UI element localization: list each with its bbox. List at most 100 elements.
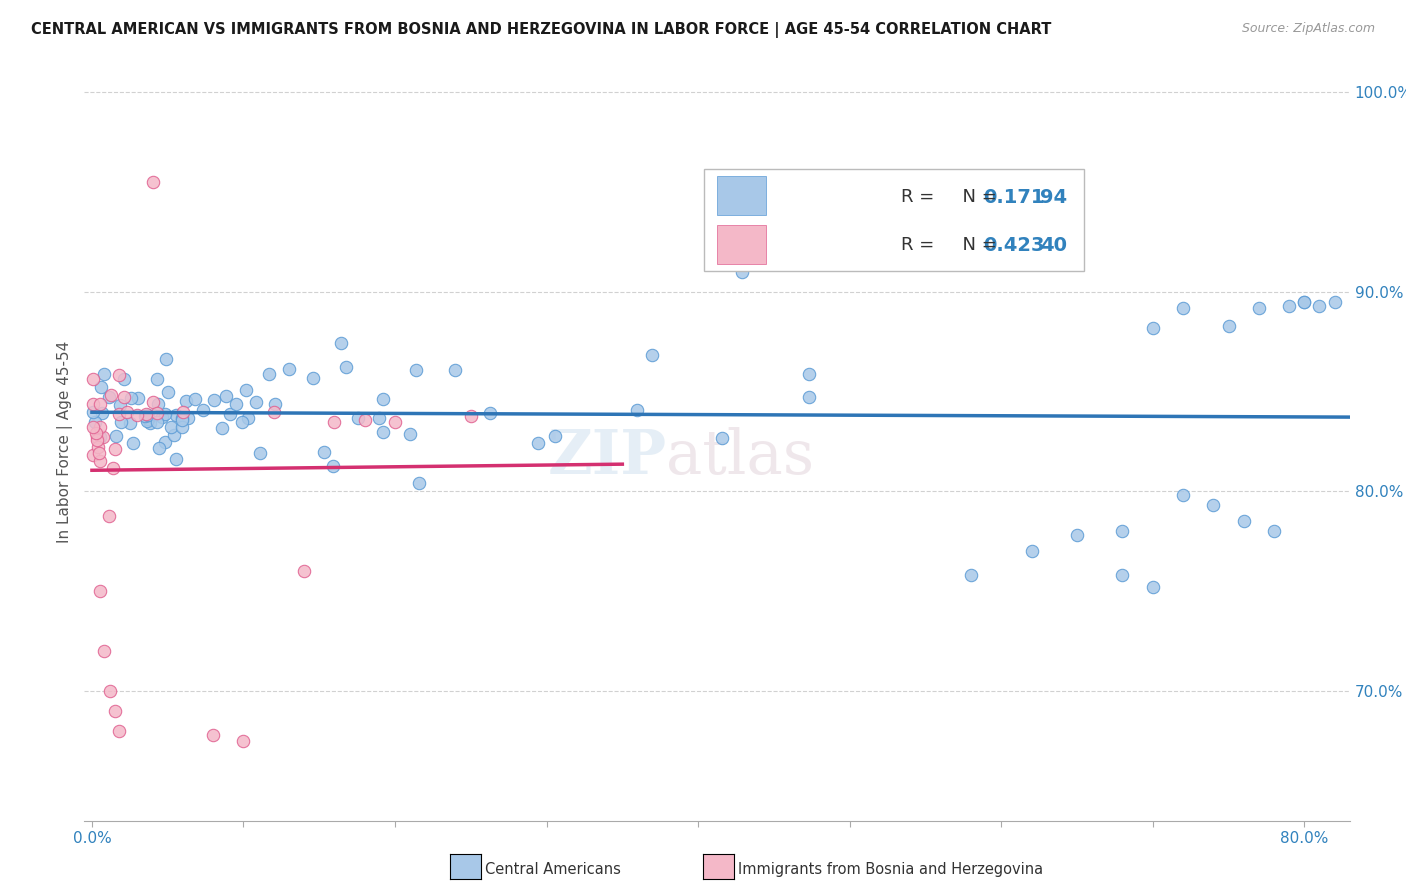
- Point: [543, 429, 565, 443]
- Point: [460, 409, 482, 423]
- Text: atlas: atlas: [666, 426, 814, 487]
- Point: [87, 441, 110, 455]
- Point: [136, 409, 159, 423]
- Point: [105, 428, 128, 442]
- Point: [323, 415, 346, 429]
- Point: [527, 436, 550, 450]
- Point: [1171, 488, 1194, 502]
- Point: [122, 436, 145, 450]
- Point: [82, 420, 104, 434]
- Point: [1111, 568, 1133, 582]
- Point: [641, 347, 664, 361]
- Point: [93, 644, 115, 658]
- Point: [264, 397, 287, 411]
- Point: [135, 407, 157, 421]
- Point: [478, 406, 501, 420]
- Point: [104, 704, 127, 718]
- Point: [263, 404, 285, 418]
- Point: [184, 392, 207, 407]
- Point: [1142, 580, 1164, 594]
- Point: [235, 383, 257, 397]
- Point: [108, 723, 131, 738]
- Text: ZIP: ZIP: [547, 426, 666, 487]
- Point: [93, 367, 115, 381]
- Point: [408, 475, 430, 490]
- Point: [960, 568, 983, 582]
- Point: [170, 419, 193, 434]
- Point: [87, 446, 110, 460]
- Point: [371, 392, 394, 406]
- Point: [127, 408, 149, 422]
- Point: [384, 415, 406, 429]
- Point: [301, 371, 323, 385]
- Point: [139, 416, 162, 430]
- Point: [112, 390, 135, 404]
- Point: [1171, 301, 1194, 315]
- Point: [225, 397, 247, 411]
- Bar: [717, 225, 766, 264]
- Y-axis label: In Labor Force | Age 45-54: In Labor Force | Age 45-54: [58, 341, 73, 542]
- Point: [112, 371, 135, 385]
- Text: 0.171: 0.171: [983, 187, 1045, 207]
- Point: [1294, 294, 1316, 309]
- Text: R =: R =: [901, 188, 939, 206]
- Point: [215, 389, 238, 403]
- Point: [730, 265, 752, 279]
- Point: [82, 405, 104, 419]
- Bar: [717, 176, 766, 215]
- Point: [89, 420, 111, 434]
- Point: [142, 395, 165, 409]
- Point: [1263, 524, 1285, 539]
- Point: [797, 368, 820, 382]
- Point: [170, 410, 193, 425]
- Point: [626, 403, 648, 417]
- Point: [165, 451, 187, 466]
- Point: [89, 584, 111, 599]
- Point: [90, 380, 112, 394]
- Point: [153, 407, 176, 421]
- Point: [150, 409, 173, 424]
- Point: [368, 411, 391, 425]
- Point: [172, 404, 194, 418]
- Point: [1278, 299, 1301, 313]
- Point: [193, 402, 215, 417]
- Point: [84, 415, 107, 429]
- Point: [90, 406, 112, 420]
- Text: Source: ZipAtlas.com: Source: ZipAtlas.com: [1241, 22, 1375, 36]
- Point: [329, 336, 352, 351]
- Point: [86, 426, 108, 441]
- Point: [146, 372, 169, 386]
- Point: [292, 564, 315, 578]
- Text: 0.423: 0.423: [983, 235, 1045, 255]
- Point: [353, 412, 375, 426]
- Point: [259, 367, 281, 381]
- Point: [170, 413, 193, 427]
- Point: [335, 359, 357, 374]
- Point: [218, 407, 240, 421]
- Point: [89, 397, 111, 411]
- Point: [98, 508, 121, 523]
- Point: [236, 411, 259, 425]
- Point: [82, 397, 104, 411]
- FancyBboxPatch shape: [704, 169, 1084, 271]
- Point: [86, 433, 108, 447]
- Text: Immigrants from Bosnia and Herzegovina: Immigrants from Bosnia and Herzegovina: [738, 863, 1043, 877]
- Point: [797, 390, 820, 404]
- Point: [1142, 320, 1164, 334]
- Point: [108, 398, 131, 412]
- Text: N =: N =: [952, 236, 1002, 254]
- Point: [322, 458, 344, 473]
- Point: [174, 393, 197, 408]
- Point: [89, 430, 111, 444]
- Point: [202, 393, 225, 408]
- Point: [89, 454, 111, 468]
- Point: [127, 391, 149, 405]
- Point: [1066, 528, 1088, 542]
- Point: [165, 409, 187, 423]
- Point: [211, 421, 233, 435]
- Point: [118, 417, 141, 431]
- Point: [202, 728, 225, 742]
- Point: [104, 442, 127, 457]
- Point: [101, 460, 124, 475]
- Point: [1218, 318, 1240, 333]
